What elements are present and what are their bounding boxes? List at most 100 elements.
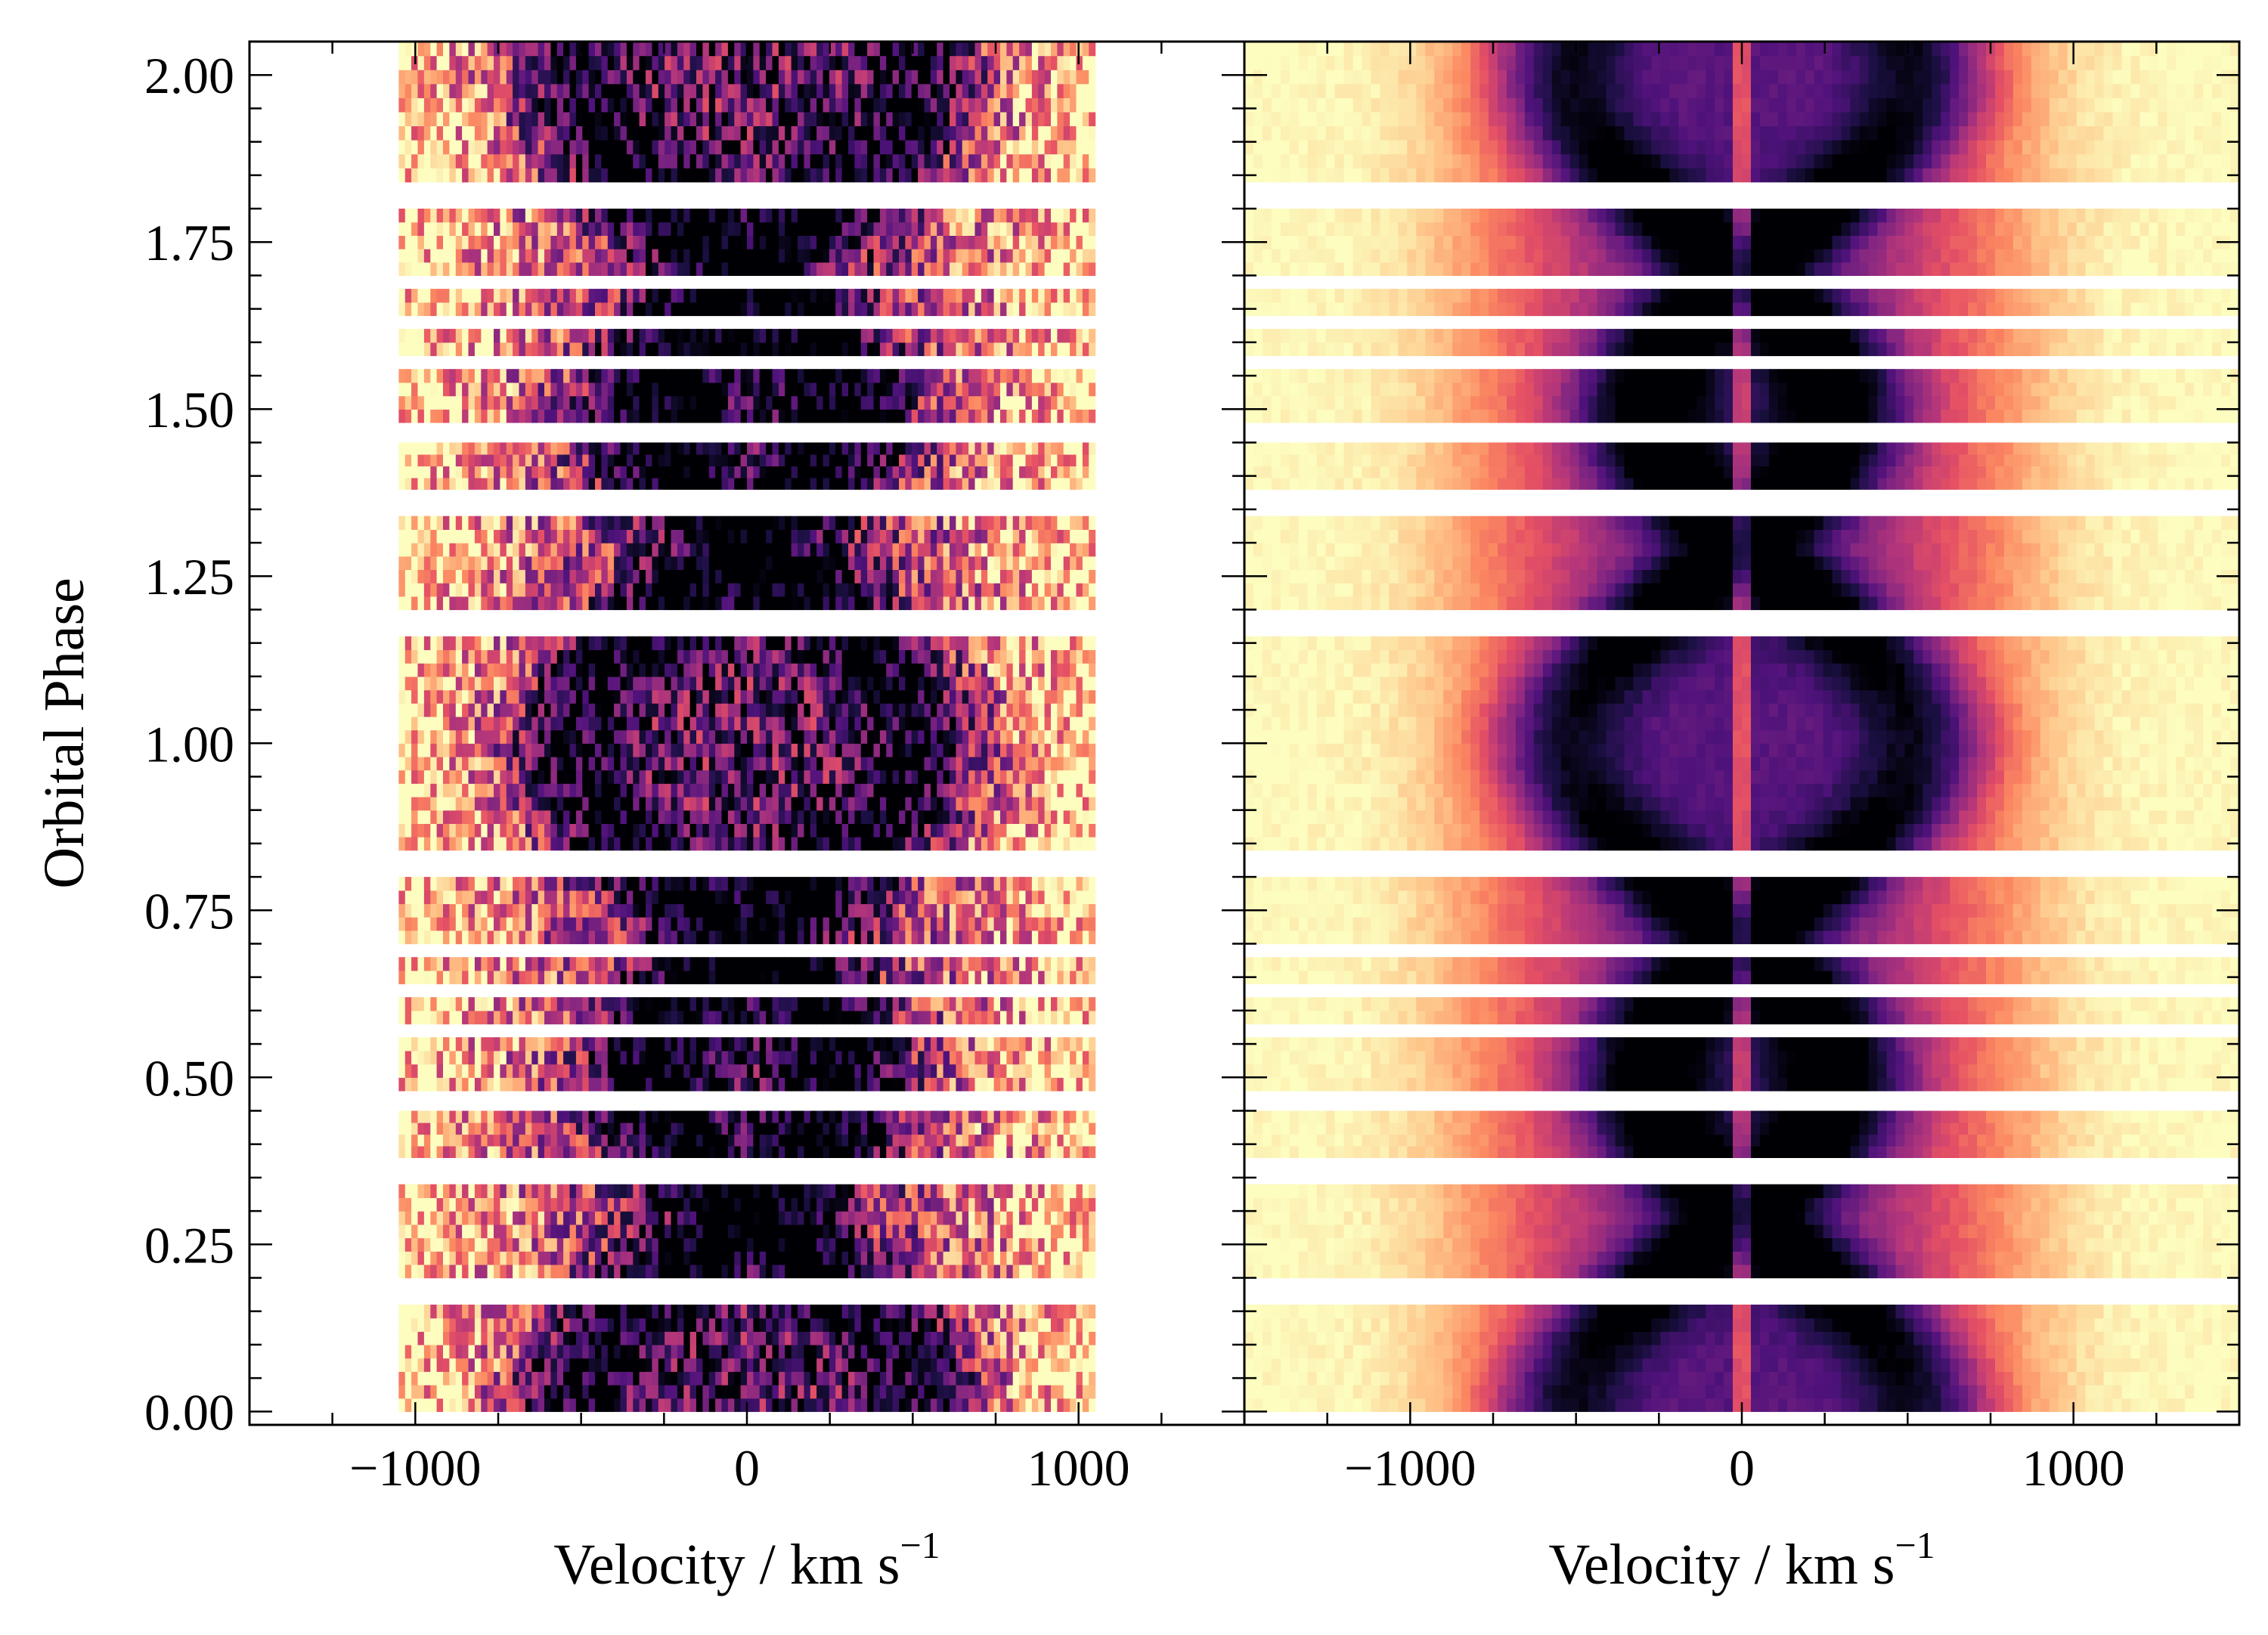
heatmap-cell <box>646 1371 652 1386</box>
heatmap-cell <box>1051 756 1058 771</box>
heatmap-cell <box>1089 716 1096 731</box>
heatmap-cell <box>823 1064 830 1078</box>
heatmap-cell <box>968 756 976 771</box>
heatmap-cell <box>411 1134 419 1147</box>
heatmap-cell <box>1031 689 1039 704</box>
heatmap-cell <box>500 703 507 717</box>
heatmap-cell <box>683 810 691 824</box>
heatmap-cell <box>937 997 944 1011</box>
heatmap-cell <box>443 823 450 838</box>
heatmap-cell <box>607 930 615 945</box>
heatmap-cell <box>993 1318 1001 1332</box>
heatmap-cell <box>404 1358 412 1372</box>
heatmap-cell <box>721 1331 729 1345</box>
heatmap-cell <box>417 1398 425 1412</box>
heatmap-cell <box>550 1318 558 1332</box>
heatmap-cell <box>860 703 868 717</box>
heatmap-cell <box>626 756 634 771</box>
heatmap-cell <box>1019 1123 1027 1135</box>
heatmap-cell <box>924 797 931 811</box>
heatmap-cell <box>689 1331 697 1345</box>
heatmap-cell <box>683 890 691 905</box>
heatmap-cell <box>911 810 919 824</box>
heatmap-cell <box>867 756 875 771</box>
heatmap-cell <box>443 837 450 851</box>
heatmap-cell <box>727 1050 735 1065</box>
heatmap-cell <box>639 797 646 811</box>
heatmap-cell <box>778 1064 785 1078</box>
heatmap-cell <box>854 1197 862 1212</box>
heatmap-cell <box>727 743 735 757</box>
heatmap-cell <box>930 1064 937 1078</box>
heatmap-cell <box>633 1184 640 1198</box>
heatmap-cell <box>798 716 804 731</box>
heatmap-cell <box>993 1110 1001 1123</box>
heatmap-cell <box>899 756 906 771</box>
heatmap-cell <box>1000 1385 1007 1399</box>
heatmap-cell <box>677 903 684 918</box>
heatmap-cell <box>595 743 602 757</box>
heatmap-cell <box>519 1110 526 1123</box>
heatmap-cell <box>829 823 836 838</box>
heatmap-cell <box>531 1145 539 1158</box>
heatmap-cell <box>646 756 652 771</box>
heatmap-cell <box>436 1110 444 1123</box>
heatmap-cell <box>968 770 976 784</box>
heatmap-cell <box>513 1371 520 1386</box>
heatmap-cell <box>575 1304 583 1319</box>
heatmap-cell <box>689 1077 697 1092</box>
heatmap-cell <box>689 1358 697 1372</box>
heatmap-cell <box>525 1344 532 1359</box>
heatmap-cell <box>398 930 406 945</box>
heatmap-cell <box>1051 1110 1058 1123</box>
heatmap-cell <box>671 877 678 891</box>
heatmap-cell <box>715 1318 723 1332</box>
heatmap-cell <box>652 1050 659 1065</box>
heatmap-cell <box>513 1010 520 1025</box>
heatmap-cell <box>899 970 906 985</box>
heatmap-cell <box>588 1050 596 1065</box>
heatmap-cell <box>1063 1331 1070 1345</box>
heatmap-cell <box>968 1123 976 1135</box>
heatmap-cell <box>930 743 937 757</box>
heatmap-cell <box>677 810 684 824</box>
heatmap-cell <box>974 1358 982 1372</box>
heatmap-cell <box>734 877 742 891</box>
heatmap-cell <box>911 1344 919 1359</box>
heatmap-cell <box>981 756 988 771</box>
heatmap-cell <box>1044 1264 1052 1279</box>
heatmap-cell <box>1000 930 1007 945</box>
heatmap-cell <box>873 689 881 704</box>
heatmap-cell <box>1089 729 1096 744</box>
heatmap-cell <box>443 1184 450 1198</box>
heatmap-cell <box>950 903 956 918</box>
heatmap-cell <box>829 957 836 971</box>
heatmap-cell <box>873 930 881 945</box>
heatmap-cell <box>1070 917 1077 931</box>
heatmap-cell <box>778 903 785 918</box>
heatmap-cell <box>595 1318 602 1332</box>
heatmap-cell <box>873 890 881 905</box>
heatmap-cell <box>1025 1331 1033 1345</box>
heatmap-cell <box>398 797 406 811</box>
heatmap-cell <box>956 997 963 1011</box>
heatmap-cell <box>556 756 564 771</box>
heatmap-cell <box>943 1010 950 1025</box>
heatmap-cell <box>601 1064 609 1078</box>
heatmap-cell <box>905 1358 912 1372</box>
heatmap-cell <box>848 970 855 985</box>
heatmap-cell <box>449 676 457 691</box>
heatmap-cell <box>443 770 450 784</box>
heatmap-cell <box>513 1344 520 1359</box>
heatmap-cell <box>513 837 520 851</box>
heatmap-cell <box>791 970 798 985</box>
heatmap-cell <box>544 703 551 717</box>
heatmap-cell <box>968 903 976 918</box>
heatmap-cell <box>747 957 754 971</box>
heatmap-cell <box>506 930 513 945</box>
heatmap-cell <box>639 1123 646 1135</box>
heatmap-cell <box>430 743 438 757</box>
heatmap-cell <box>398 1331 406 1345</box>
heatmap-cell <box>1076 970 1083 985</box>
heatmap-cell <box>436 1134 444 1147</box>
